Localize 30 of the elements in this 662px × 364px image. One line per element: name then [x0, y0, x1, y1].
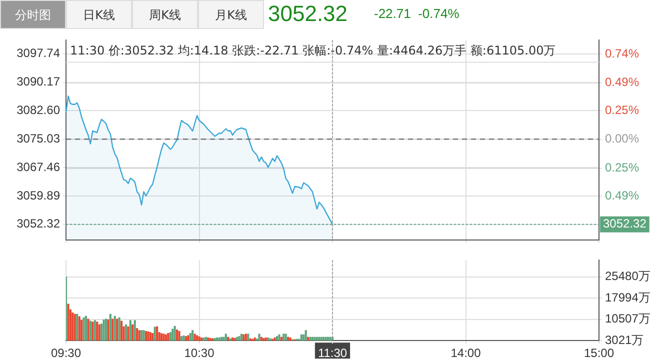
x-tick-label: 15:00	[584, 346, 614, 360]
y-tick-label: 3059.89	[16, 188, 60, 202]
text: 分时图	[0, 0, 66, 29]
text: 日K线	[66, 0, 132, 29]
y2-tick-label: 17994万	[605, 290, 650, 304]
text: 周K线	[132, 0, 198, 29]
y2-tick-label: 0.25%	[605, 160, 640, 175]
chart-subtitle: -22.71 -0.74%	[374, 6, 460, 21]
y-tick-label: 3082.60	[16, 103, 60, 118]
y2-tick-label: 3021万	[605, 332, 644, 347]
y2-tick-label: 0.25%	[605, 102, 640, 117]
y-tick-label: 3090.17	[16, 74, 60, 89]
x-tick-label: 09:30	[50, 346, 82, 360]
y2-tick-label: 0.49%	[605, 75, 640, 90]
y-tick-label: 3067.46	[16, 160, 60, 174]
x-tick-label: 11:30	[318, 346, 348, 360]
x-tick-label: 14:00	[450, 346, 482, 360]
x-tick-label: 10:30	[184, 346, 215, 360]
y2-tick-label: 25480万	[605, 269, 650, 284]
y2-tick-label: 10507万	[605, 312, 650, 326]
annotation: 11:30 价:3052.32 均:14.18 张跌:-22.71 张幅:-0.74% 量:4464.26万手 额:61105.00万	[70, 43, 556, 58]
y2-tick-label: 0.00%	[605, 132, 640, 146]
text: 月K线	[198, 0, 264, 29]
y-tick-label: 3097.74	[16, 46, 60, 60]
y-tick-label: 3075.03	[16, 131, 60, 146]
ref-line-label: 3052.32	[603, 216, 647, 231]
chart-title: 3052.32	[268, 1, 348, 27]
y2-tick-label: 0.74%	[605, 46, 640, 60]
y-tick-label: 3052.32	[16, 216, 60, 231]
y2-tick-label: 0.49%	[605, 188, 640, 202]
